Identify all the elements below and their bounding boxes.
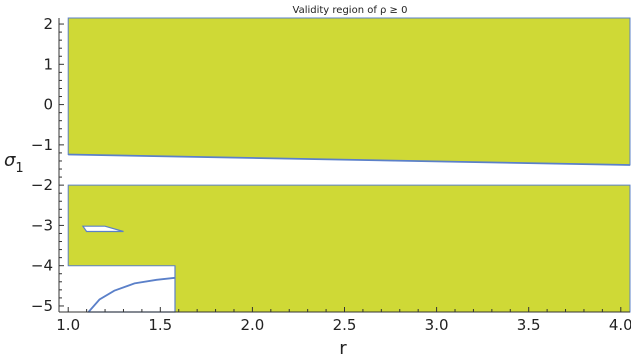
y-axis-label-sub: 1 — [15, 161, 23, 176]
y-tick-label: −3 — [31, 216, 53, 234]
x-tick-label: 1.5 — [148, 316, 172, 334]
y-axis-label-main: σ — [4, 150, 16, 171]
y-tick-label: −5 — [31, 297, 53, 315]
y-tick-label: 2 — [43, 15, 53, 33]
x-tick-label: 4.0 — [609, 316, 631, 334]
y-tick-label: −4 — [31, 257, 53, 275]
small-hole — [81, 225, 124, 233]
x-tick-label: 3.0 — [425, 316, 449, 334]
y-tick-label: −2 — [31, 176, 53, 194]
y-axis-label: σ1 — [4, 150, 24, 176]
x-axis-label: r — [339, 338, 347, 356]
x-tick-label: 2.0 — [240, 316, 264, 334]
x-tick-label: 3.5 — [517, 316, 541, 334]
lower-left-hole — [87, 265, 176, 313]
upper-valid-region — [67, 17, 631, 166]
chart-title: Validity region of ρ ≥ 0 — [293, 5, 408, 16]
y-tick-label: 1 — [43, 55, 53, 73]
x-tick-label: 1.0 — [56, 316, 80, 334]
tick-layer: 1.0 1.5 2.0 2.5 3.0 3.5 4.0 2 1 0 −1 −2 −3 −4 −5 — [31, 15, 631, 334]
curved-boundary — [87, 276, 176, 313]
plot-area — [67, 17, 631, 313]
x-tick-label: 2.5 — [333, 316, 357, 334]
y-tick-label: −1 — [31, 136, 53, 154]
upper-boundary — [68, 153, 631, 166]
y-tick-label: 0 — [43, 96, 53, 114]
